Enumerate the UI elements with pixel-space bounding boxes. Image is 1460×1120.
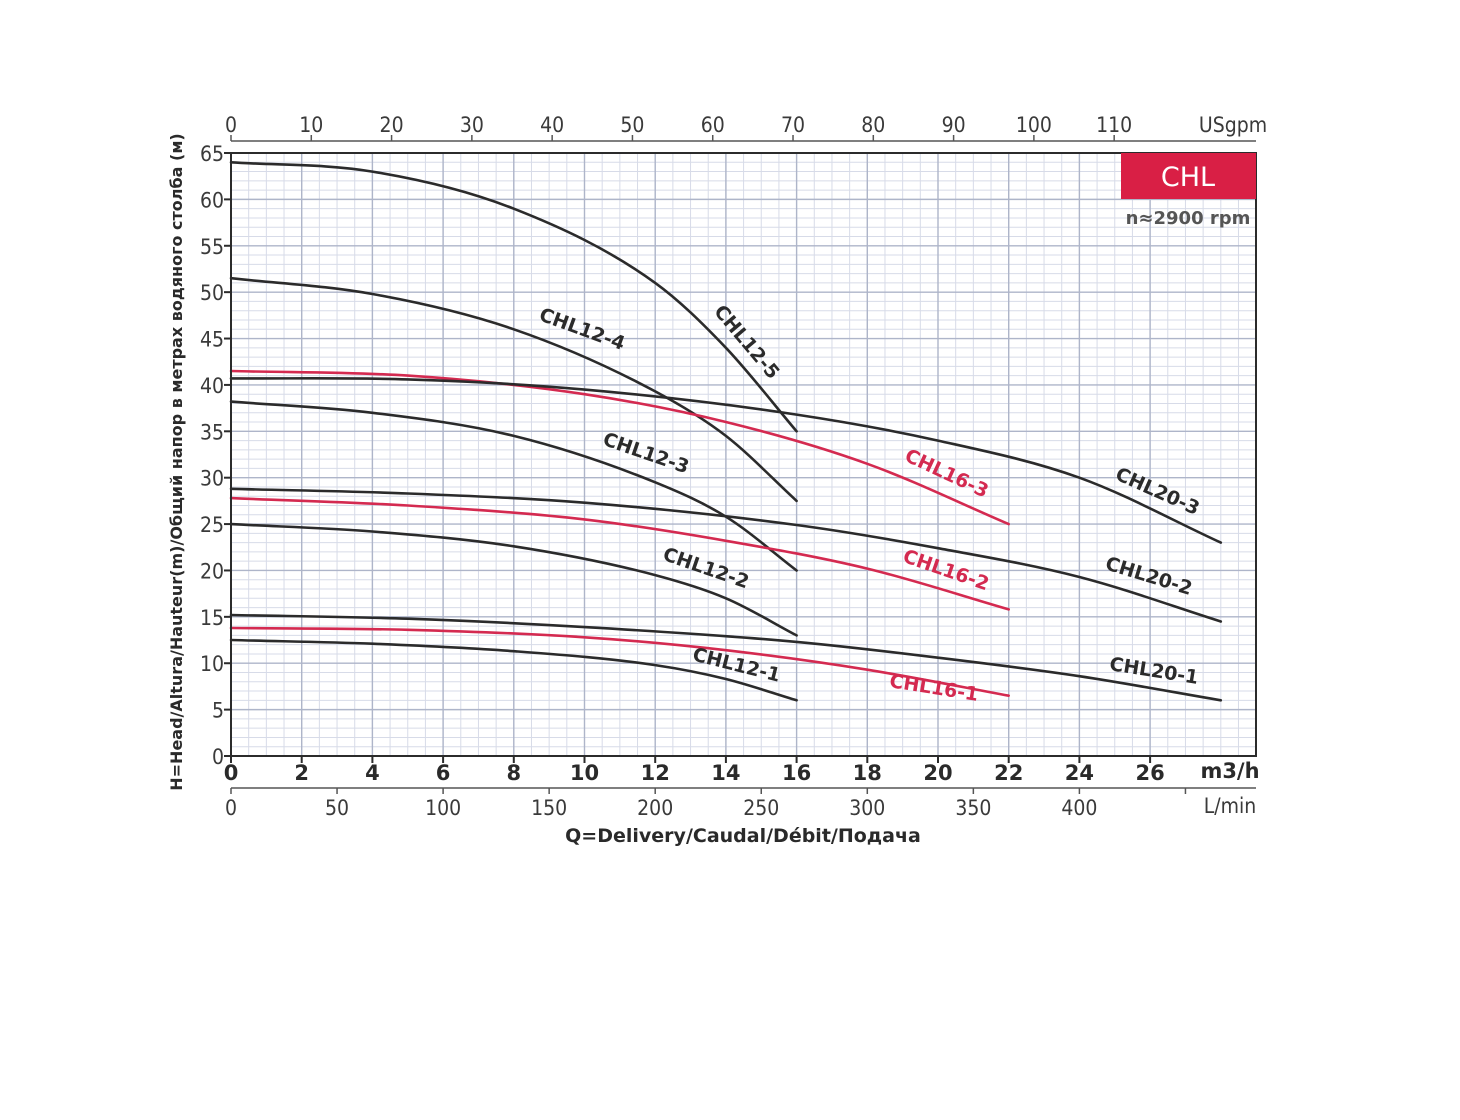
top-axis-tick-label: 70 bbox=[781, 113, 805, 137]
y-tick-label: 5 bbox=[212, 699, 224, 723]
y-tick-label: 10 bbox=[200, 652, 224, 676]
lmin-axis-unit: L/min bbox=[1204, 794, 1257, 818]
top-axis-tick-label: 50 bbox=[620, 113, 644, 137]
y-tick-label: 15 bbox=[200, 606, 224, 630]
y-axis-title: H=Head/Altura/Hauteur(m)/Общий напор в м… bbox=[167, 133, 186, 790]
y-tick-label: 55 bbox=[200, 235, 224, 259]
y-tick-label: 65 bbox=[200, 142, 224, 166]
curves bbox=[229, 161, 1223, 702]
lmin-axis-tick-label: 200 bbox=[637, 796, 673, 820]
model-badge-text: CHL bbox=[1161, 162, 1215, 193]
top-axis-tick-label: 20 bbox=[380, 113, 404, 137]
y-tick-label: 50 bbox=[200, 281, 224, 305]
top-axis-tick-label: 10 bbox=[299, 113, 323, 137]
x-tick-label: 18 bbox=[853, 761, 882, 785]
curve-chl20-1 bbox=[229, 613, 1223, 702]
y-tick-label: 45 bbox=[200, 328, 224, 352]
lmin-axis-tick-label: 350 bbox=[955, 796, 991, 820]
x-tick-label: 4 bbox=[365, 761, 380, 785]
top-axis-tick-label: 80 bbox=[861, 113, 885, 137]
curve-chl12-2 bbox=[229, 522, 798, 637]
grid bbox=[231, 153, 1256, 756]
lmin-axis-tick-label: 150 bbox=[531, 796, 567, 820]
curve-chl20-3 bbox=[229, 377, 1223, 544]
x-tick-label: 0 bbox=[224, 761, 239, 785]
curve-chl12-1 bbox=[229, 638, 798, 702]
x-tick-label: 22 bbox=[994, 761, 1023, 785]
lmin-axis-tick-label: 300 bbox=[849, 796, 885, 820]
x-tick-label: 20 bbox=[923, 761, 952, 785]
top-axis-tick-label: 100 bbox=[1016, 113, 1052, 137]
plot-frame bbox=[230, 152, 1257, 757]
lmin-axis-tick-label: 100 bbox=[425, 796, 461, 820]
top-axis-tick-label: 110 bbox=[1096, 113, 1132, 137]
x-tick-label: 10 bbox=[570, 761, 599, 785]
x-axis-unit: m3/h bbox=[1200, 759, 1259, 783]
curve-chl16-1 bbox=[229, 626, 1010, 697]
x-axis-title: Q=Delivery/Caudal/Débit/Подача bbox=[565, 825, 921, 847]
top-axis-tick-label: 0 bbox=[225, 113, 237, 137]
x-tick-label: 14 bbox=[711, 761, 740, 785]
x-tick-label: 2 bbox=[294, 761, 309, 785]
x-tick-label: 24 bbox=[1065, 761, 1094, 785]
y-tick-label: 35 bbox=[200, 420, 224, 444]
top-axis-tick-label: 60 bbox=[701, 113, 725, 137]
y-tick-label: 20 bbox=[200, 559, 224, 583]
x-tick-label: 6 bbox=[436, 761, 451, 785]
model-badge-box bbox=[1121, 153, 1256, 199]
curve-chl12-4 bbox=[229, 276, 798, 503]
lmin-axis-tick-label: 250 bbox=[743, 796, 779, 820]
y-tick-label: 30 bbox=[200, 467, 224, 491]
top-axis-unit: USgpm bbox=[1199, 113, 1267, 137]
y-tick-label: 40 bbox=[200, 374, 224, 398]
x-tick-label: 16 bbox=[782, 761, 811, 785]
curve-chl12-5 bbox=[229, 161, 798, 433]
curve-chl16-2 bbox=[229, 496, 1010, 611]
curve-chl20-2 bbox=[229, 487, 1223, 623]
speed-note: n≈2900 rpm bbox=[1126, 208, 1251, 229]
lmin-axis-tick-label: 400 bbox=[1061, 796, 1097, 820]
top-axis-tick-label: 90 bbox=[942, 113, 966, 137]
lmin-axis-tick-label: 50 bbox=[325, 796, 349, 820]
y-tick-label: 0 bbox=[212, 745, 224, 769]
y-tick-label: 60 bbox=[200, 188, 224, 212]
x-tick-label: 8 bbox=[506, 761, 521, 785]
x-tick-label: 12 bbox=[641, 761, 670, 785]
x-tick-label: 26 bbox=[1135, 761, 1164, 785]
y-tick-label: 25 bbox=[200, 513, 224, 537]
top-axis-tick-label: 30 bbox=[460, 113, 484, 137]
lmin-axis-tick-label: 0 bbox=[225, 796, 237, 820]
model-badge: CHL bbox=[1121, 153, 1256, 199]
top-axis-tick-label: 40 bbox=[540, 113, 564, 137]
curve-chl16-3 bbox=[229, 369, 1010, 526]
